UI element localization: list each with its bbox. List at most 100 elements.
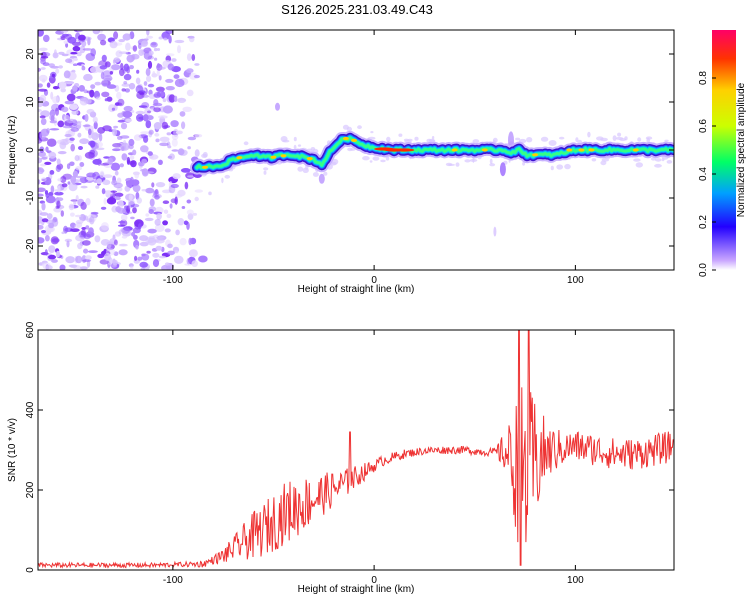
noise-blob xyxy=(44,161,52,165)
noise-blob xyxy=(64,81,75,85)
noise-blob xyxy=(654,158,662,162)
noise-blob xyxy=(48,245,56,254)
noise-blob xyxy=(153,107,161,113)
noise-blob xyxy=(144,171,155,174)
noise-blob xyxy=(174,39,185,44)
noise-blob xyxy=(106,84,117,89)
noise-blob xyxy=(492,137,498,143)
noise-blob xyxy=(369,160,373,163)
noise-blob xyxy=(39,212,49,216)
noise-blob xyxy=(587,131,591,138)
noise-blob xyxy=(146,75,152,82)
noise-blob xyxy=(187,213,194,221)
noise-blob xyxy=(192,212,198,216)
ridge-band xyxy=(195,136,674,170)
noise-blob xyxy=(95,185,100,189)
noise-blob xyxy=(154,218,161,226)
noise-blob xyxy=(90,211,99,215)
noise-blob xyxy=(263,170,267,175)
noise-blob xyxy=(79,162,85,167)
noise-blob xyxy=(136,91,145,100)
noise-blob xyxy=(138,105,148,108)
noise-blob xyxy=(143,114,149,122)
noise-blob xyxy=(174,196,178,205)
noise-blob xyxy=(189,72,198,80)
noise-blob xyxy=(82,240,91,246)
noise-blob xyxy=(76,175,84,179)
noise-blob xyxy=(147,151,153,156)
y-tick-label: -20 xyxy=(25,238,36,253)
noise-blob xyxy=(81,66,86,71)
noise-blob xyxy=(179,111,186,117)
noise-blob xyxy=(600,137,608,142)
noise-blob xyxy=(128,144,134,150)
noise-blob xyxy=(77,242,83,250)
noise-blob xyxy=(612,135,617,142)
spectrogram-y-label: Frequency (Hz) xyxy=(7,116,18,185)
noise-blob xyxy=(147,237,157,246)
noise-blob xyxy=(347,147,353,152)
noise-blob xyxy=(173,74,180,79)
noise-blob xyxy=(167,243,173,249)
noise-blob xyxy=(136,69,140,74)
noise-blob xyxy=(135,110,145,115)
noise-blob xyxy=(59,264,66,270)
noise-blob xyxy=(97,141,103,148)
noise-blob xyxy=(154,57,158,61)
noise-blob xyxy=(65,58,73,63)
noise-blob xyxy=(123,73,132,81)
noise-blob xyxy=(90,84,96,89)
ridge-peak xyxy=(578,148,585,152)
noise-blob xyxy=(119,163,125,168)
noise-blob xyxy=(151,42,157,46)
noise-blob xyxy=(152,71,156,77)
noise-blob xyxy=(147,60,153,69)
noise-blob xyxy=(41,218,49,223)
noise-blob xyxy=(175,229,180,236)
noise-blob xyxy=(39,131,46,140)
noise-blob xyxy=(159,142,169,147)
noise-blob xyxy=(148,50,154,56)
ridge-peak xyxy=(588,148,595,152)
noise-blob xyxy=(104,61,111,68)
noise-blob xyxy=(157,159,163,165)
noise-blob xyxy=(149,198,155,207)
noise-blob xyxy=(134,255,138,261)
noise-blob xyxy=(141,158,148,164)
noise-blob xyxy=(97,126,106,134)
noise-blob xyxy=(165,30,174,35)
noise-blob xyxy=(208,191,212,196)
noise-blob xyxy=(81,63,85,67)
noise-blob xyxy=(120,122,128,130)
ridge-peak xyxy=(351,138,357,142)
noise-blob xyxy=(97,253,105,259)
noise-blob xyxy=(124,88,130,93)
noise-blob xyxy=(70,51,78,55)
ridge-peak xyxy=(342,136,349,141)
noise-blob xyxy=(119,243,128,247)
noise-blob xyxy=(123,105,133,112)
noise-blob xyxy=(155,138,160,143)
noise-blob xyxy=(60,88,66,93)
x-tick-label: -100 xyxy=(163,575,183,586)
noise-blob xyxy=(39,94,47,103)
noise-blob xyxy=(45,265,53,270)
noise-blob xyxy=(49,120,57,124)
noise-blob xyxy=(126,156,131,164)
noise-blob xyxy=(73,200,77,205)
noise-blob xyxy=(44,249,48,256)
noise-blob xyxy=(94,235,101,243)
noise-blob xyxy=(293,144,297,150)
y-tick-label: 20 xyxy=(25,48,36,60)
noise-blob xyxy=(74,155,80,162)
noise-blob xyxy=(145,120,152,129)
noise-blob xyxy=(38,74,48,82)
noise-blob xyxy=(172,173,181,180)
noise-blob xyxy=(57,120,65,128)
noise-blob xyxy=(96,147,105,151)
noise-blob xyxy=(107,241,112,249)
noise-blob xyxy=(55,68,60,74)
spectrogram-noise xyxy=(38,30,673,270)
ridge-peak xyxy=(280,154,287,158)
ridge-peak xyxy=(566,148,573,152)
